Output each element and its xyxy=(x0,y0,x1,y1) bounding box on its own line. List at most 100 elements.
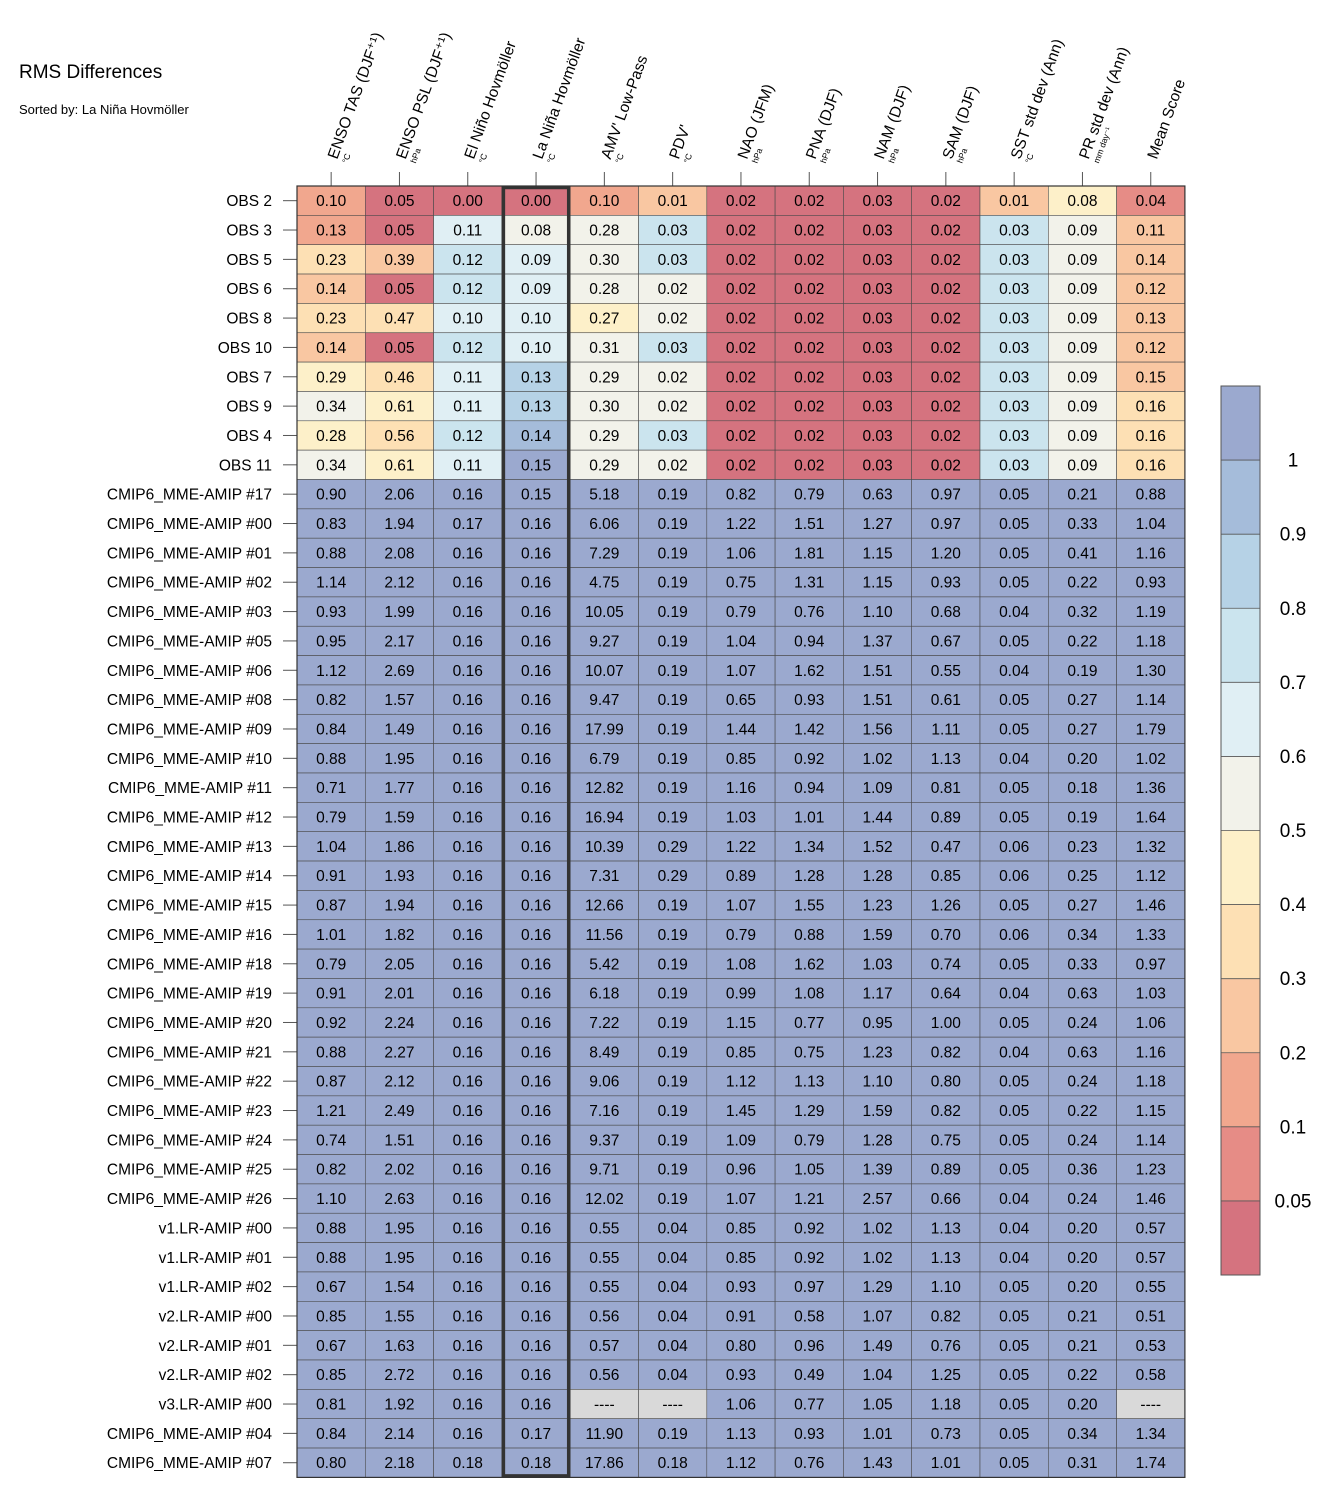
cell-value: 0.77 xyxy=(794,1397,824,1414)
cell-value: 9.27 xyxy=(589,633,619,650)
cell-value: 0.16 xyxy=(453,545,483,562)
cell-value: 0.18 xyxy=(453,1455,483,1472)
heatmap-cell xyxy=(296,596,366,627)
cell-value: 9.37 xyxy=(589,1132,619,1149)
cell-value: 0.95 xyxy=(862,1015,892,1032)
heatmap-cell xyxy=(843,1095,913,1126)
heatmap-cell xyxy=(1048,1036,1117,1067)
cell-value: 0.84 xyxy=(316,1426,347,1443)
cell-value: 0.93 xyxy=(726,1367,756,1384)
heatmap-cell xyxy=(1048,772,1117,803)
cell-value: 0.09 xyxy=(1067,340,1097,357)
heatmap-cell xyxy=(1048,1301,1117,1331)
heatmap-cell xyxy=(1116,743,1186,774)
cell-value: 0.05 xyxy=(999,810,1029,827)
heatmap-cell xyxy=(569,508,639,539)
cell-value: 1.59 xyxy=(862,1103,892,1120)
row-label: CMIP6_MME-AMIP #06 xyxy=(107,663,272,680)
cell-value: 0.02 xyxy=(726,340,756,357)
cell-value: 0.11 xyxy=(453,369,482,386)
row-label: CMIP6_MME-AMIP #05 xyxy=(107,633,272,650)
cell-value: 10.05 xyxy=(585,604,624,621)
cell-value: 0.55 xyxy=(931,663,961,680)
cell-value: 0.19 xyxy=(658,692,688,709)
cell-value: 0.04 xyxy=(1136,193,1167,210)
cell-value: 0.16 xyxy=(453,1191,483,1208)
heatmap-cell xyxy=(296,1212,366,1243)
heatmap-cell xyxy=(774,596,844,627)
heatmap-cell xyxy=(433,1124,503,1155)
cell-value: 0.16 xyxy=(521,839,551,856)
heatmap-cell xyxy=(1048,1095,1117,1126)
heatmap-cell xyxy=(843,1183,913,1214)
cell-value: 0.16 xyxy=(453,927,483,944)
cell-value: 1.01 xyxy=(316,927,346,944)
cell-value: 0.04 xyxy=(999,1250,1030,1267)
heatmap-cell xyxy=(774,420,844,451)
cell-value: 0.17 xyxy=(521,1426,551,1443)
cell-value: 1.64 xyxy=(1136,810,1167,827)
cell-value: 0.23 xyxy=(316,311,346,328)
cell-value: 9.06 xyxy=(589,1074,619,1091)
cell-value: 0.05 xyxy=(999,545,1029,562)
heatmap-cell xyxy=(774,1301,844,1331)
cell-value: 0.85 xyxy=(726,751,756,768)
cell-value: 0.02 xyxy=(794,193,824,210)
heatmap-cell xyxy=(364,684,434,715)
cell-value: 1.06 xyxy=(726,1397,756,1414)
row-label: v2.LR-AMIP #02 xyxy=(159,1367,272,1384)
cell-value: 1.43 xyxy=(862,1455,892,1472)
cell-value: 0.16 xyxy=(521,986,551,1003)
cell-value: 0.46 xyxy=(384,369,414,386)
heatmap-cell xyxy=(706,508,776,539)
cell-value: 0.32 xyxy=(1067,604,1097,621)
cell-value: 0.03 xyxy=(999,340,1029,357)
heatmap-cell xyxy=(1116,772,1186,803)
cell-value: 0.19 xyxy=(658,633,688,650)
heatmap-cell xyxy=(979,625,1049,656)
cell-value: 0.16 xyxy=(521,956,551,973)
heatmap-cell xyxy=(364,185,434,216)
cell-value: 0.31 xyxy=(1067,1455,1097,1472)
cell-value: 0.88 xyxy=(316,1250,346,1267)
cell-value: 1.95 xyxy=(384,1250,414,1267)
heatmap-cell xyxy=(569,713,639,744)
cell-value: 0.96 xyxy=(794,1338,824,1355)
cell-value: 1.21 xyxy=(316,1103,346,1120)
cell-value: 0.16 xyxy=(453,1250,483,1267)
cell-value: 0.63 xyxy=(862,487,892,504)
heatmap-cell xyxy=(843,215,913,246)
cell-value: 0.09 xyxy=(1067,281,1097,298)
heatmap-cell xyxy=(296,1418,366,1449)
cell-value: 0.16 xyxy=(453,1044,483,1061)
heatmap-cell xyxy=(774,1183,844,1214)
cell-value: 0.34 xyxy=(316,457,347,474)
cell-value: 0.02 xyxy=(726,457,756,474)
cell-value: 0.02 xyxy=(658,369,688,386)
heatmap-cell xyxy=(843,1447,913,1478)
cell-value: 1.12 xyxy=(316,663,346,680)
cell-value: 0.02 xyxy=(794,457,824,474)
cell-value: 0.03 xyxy=(862,457,892,474)
cell-value: 0.16 xyxy=(453,1103,483,1120)
cell-value: 0.16 xyxy=(521,1250,551,1267)
cell-value: 1.99 xyxy=(384,604,414,621)
heatmap-cell xyxy=(433,449,503,480)
row-label: CMIP6_MME-AMIP #09 xyxy=(107,721,272,738)
heatmap-cell xyxy=(774,391,844,422)
heatmap-cell xyxy=(364,948,434,979)
row-label: CMIP6_MME-AMIP #16 xyxy=(107,927,272,944)
cell-value: 0.27 xyxy=(589,311,619,328)
heatmap-cells: 0.10 0.05 0.00 0.00 0.10 0.01 0.02 0.02 0.03 0.02… xyxy=(296,185,1186,1479)
cell-value: 1.49 xyxy=(862,1338,892,1355)
heatmap-cell xyxy=(706,1066,776,1097)
cell-value: 0.06 xyxy=(999,839,1029,856)
cell-value: 0.92 xyxy=(794,751,824,768)
cell-value: 0.34 xyxy=(1067,927,1098,944)
cell-value: 1.81 xyxy=(794,545,824,562)
cell-value: 0.02 xyxy=(931,457,961,474)
cell-value: 1.39 xyxy=(862,1162,892,1179)
cell-value: 0.36 xyxy=(1067,1162,1097,1179)
cell-value: 0.16 xyxy=(521,810,551,827)
cell-value: 2.12 xyxy=(384,1074,414,1091)
